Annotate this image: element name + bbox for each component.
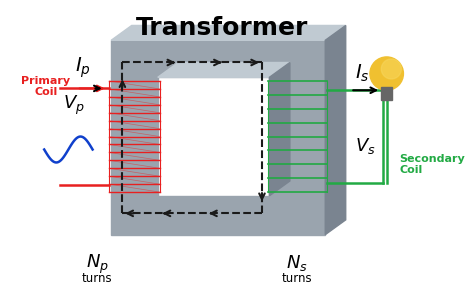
Text: $N_p$: $N_p$ [86,253,109,276]
Circle shape [381,59,401,79]
Polygon shape [325,25,346,235]
Bar [111,77,158,196]
Text: $I_p$: $I_p$ [75,56,91,80]
Text: $V_s$: $V_s$ [355,136,376,156]
Text: turns: turns [282,272,313,285]
Bar [111,196,325,235]
Bar [381,87,392,100]
Text: Primary
Coil: Primary Coil [21,76,71,97]
Polygon shape [269,62,290,196]
Text: $N_s$: $N_s$ [286,253,308,273]
Circle shape [370,57,403,90]
Polygon shape [158,62,290,77]
Text: Secondary
Coil: Secondary Coil [400,154,465,175]
Bar [269,77,325,196]
Text: turns: turns [82,272,112,285]
Bar [111,40,325,77]
Text: $V_p$: $V_p$ [63,93,85,117]
Text: $I_s$: $I_s$ [355,63,370,84]
Polygon shape [111,25,346,40]
Text: Transformer: Transformer [136,16,308,40]
